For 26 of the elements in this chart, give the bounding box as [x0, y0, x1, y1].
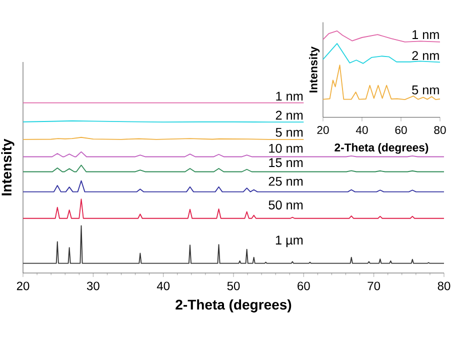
y-axis-title: Intensity [309, 46, 320, 92]
series-label: 1 nm [412, 30, 439, 39]
x-tick-label: 20 [16, 282, 30, 290]
x-tick-label: 60 [298, 282, 310, 290]
series-label: 15 nm [269, 158, 303, 168]
x-axis-title: 2-Theta (degrees) [334, 143, 428, 154]
series-label: 5 nm [276, 128, 303, 137]
series-label: 1 µm [276, 236, 303, 248]
series-label: 1 nm [276, 92, 303, 101]
x-tick-label: 60 [395, 126, 407, 134]
x-tick-label: 40 [356, 126, 368, 134]
series-label: 10 nm [269, 144, 303, 153]
series-label: 50 nm [268, 200, 303, 210]
x-tick-label: 50 [227, 282, 240, 290]
series-label: 2 nm [276, 110, 303, 120]
x-tick-label: 70 [368, 282, 380, 290]
series-label: 2 nm [412, 51, 439, 60]
series-label: 25 nm [268, 176, 303, 186]
x-tick-label: 30 [86, 282, 100, 290]
x-tick-label: 40 [156, 282, 170, 290]
x-axis-title: 2-Theta (degrees) [176, 299, 292, 312]
x-tick-label: 80 [434, 126, 446, 134]
x-tick-label: 80 [438, 282, 450, 290]
y-axis-title: Intensity [1, 138, 14, 196]
x-tick-label: 20 [317, 126, 329, 134]
series-label: 5 nm [412, 86, 439, 94]
